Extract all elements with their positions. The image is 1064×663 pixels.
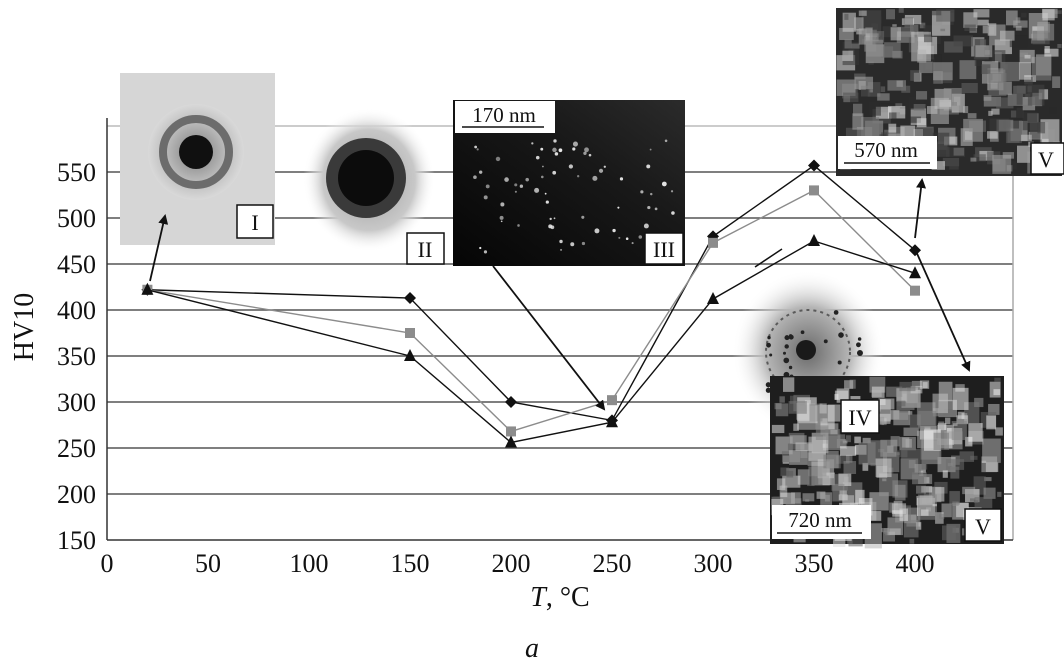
micrograph-texture	[836, 8, 1062, 174]
x-tick-label: 150	[391, 549, 430, 578]
data-point	[909, 266, 921, 279]
inset-label-III: III	[653, 237, 675, 262]
arrow-to-inset-V-bottom	[914, 248, 971, 372]
data-point	[505, 435, 517, 448]
x-tick-labels: 0 50 100 150 200 250 300 350 400	[101, 549, 935, 578]
data-point	[405, 328, 415, 338]
arrow-to-inset-III	[492, 265, 606, 411]
inset-label-IV-box: IV	[840, 399, 880, 434]
data-point	[606, 415, 618, 428]
inset-label-II: II	[418, 237, 433, 262]
x-axis-variable: T	[530, 582, 548, 613]
y-tick-label: 200	[57, 480, 96, 509]
scale-bar-label-III: 170 nm	[472, 103, 536, 127]
arrow-to-inset-I	[149, 214, 169, 282]
y-tick-labels: 150 200 250 300 350 400 450 500 550	[57, 158, 96, 555]
y-tick-label: 300	[57, 388, 96, 417]
data-point	[808, 159, 820, 172]
data-point	[505, 396, 517, 408]
y-tick-label: 250	[57, 434, 96, 463]
x-tick-label: 200	[492, 549, 531, 578]
data-point	[506, 426, 516, 437]
y-tick-label: 150	[57, 526, 96, 555]
arrow-to-inset-IV	[754, 248, 783, 268]
y-tick-label: 350	[57, 342, 96, 371]
scale-bar-label-V-top: 570 nm	[854, 138, 918, 162]
y-tick-label: 500	[57, 204, 96, 233]
x-tick-label: 400	[896, 549, 935, 578]
x-tick-label: 100	[290, 549, 329, 578]
inset-label-I: I	[251, 210, 258, 235]
inset-label-V-bottom: V	[975, 514, 991, 539]
micrograph-particles	[473, 139, 675, 254]
figure-caption: a	[525, 633, 539, 663]
data-point	[708, 237, 718, 248]
x-axis-unit: , °C	[546, 582, 590, 613]
x-tick-label: 0	[101, 549, 114, 578]
data-point	[404, 292, 416, 305]
y-tick-label: 550	[57, 158, 96, 187]
arrow-to-inset-V-top	[914, 178, 927, 239]
data-point	[404, 349, 416, 361]
inset-label-IV: IV	[848, 405, 871, 430]
x-tick-label: 250	[593, 549, 632, 578]
data-point	[607, 395, 617, 406]
x-tick-label: 300	[694, 549, 733, 578]
x-tick-label: 350	[795, 549, 834, 578]
data-point	[141, 282, 154, 295]
data-point	[707, 291, 719, 304]
inset-panel-V-top: 570 nm V	[836, 8, 1064, 176]
inset-panel-I: I	[120, 73, 275, 245]
inset-panel-II: II	[303, 108, 445, 265]
inset-panel-III: 170 nm III	[453, 100, 685, 266]
data-point	[808, 234, 820, 246]
scale-bar-label-V-bottom: 720 nm	[788, 508, 852, 532]
data-point	[809, 185, 819, 196]
data-point	[910, 285, 920, 296]
y-axis-label: HV10	[9, 293, 40, 361]
inset-label-V-top: V	[1038, 147, 1054, 172]
x-tick-label: 50	[195, 549, 221, 578]
y-tick-label: 400	[57, 296, 96, 325]
x-axis-label: T, °C	[530, 582, 589, 613]
inset-panel-V-bottom: 720 nm V	[770, 376, 1004, 549]
data-series	[141, 159, 921, 448]
y-tick-label: 450	[57, 250, 96, 279]
